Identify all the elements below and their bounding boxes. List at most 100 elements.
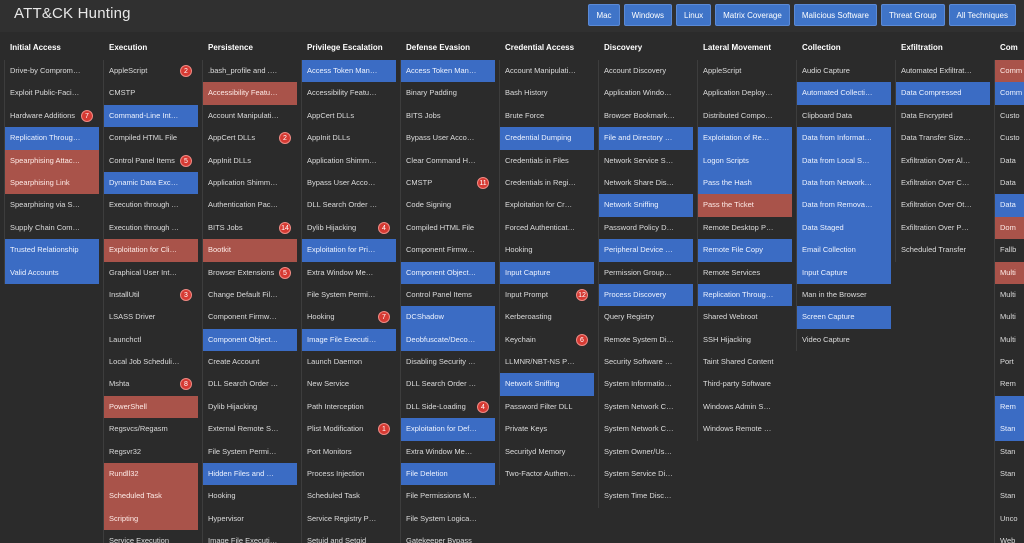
- technique-cell[interactable]: Data: [995, 194, 1024, 217]
- technique-cell[interactable]: Valid Accounts: [5, 261, 99, 284]
- technique-cell[interactable]: Drive-by Compromise: [5, 60, 99, 82]
- technique-cell[interactable]: Windows Remote Mana...: [698, 418, 792, 440]
- technique-cell[interactable]: Compiled HTML File: [401, 217, 495, 239]
- technique-cell[interactable]: BITS Jobs: [401, 105, 495, 127]
- technique-cell[interactable]: Command-Line Interface: [104, 104, 198, 128]
- technique-cell[interactable]: System Network Conne...: [599, 418, 693, 440]
- technique-cell[interactable]: Extra Window Memory I...: [302, 262, 396, 284]
- technique-cell[interactable]: Exploitation of Remote ...: [698, 127, 792, 150]
- technique-cell[interactable]: Multi: [995, 329, 1024, 351]
- technique-cell[interactable]: Create Account: [203, 351, 297, 373]
- technique-cell[interactable]: Image File Execution Op...: [203, 530, 297, 543]
- technique-cell[interactable]: Account Manipulation: [203, 105, 297, 127]
- technique-cell[interactable]: Launchctl: [104, 329, 198, 351]
- technique-cell[interactable]: Gatekeeper Bypass: [401, 530, 495, 543]
- technique-cell[interactable]: Extra Window Memory I...: [401, 441, 495, 463]
- technique-cell[interactable]: LSASS Driver: [104, 306, 198, 328]
- technique-cell[interactable]: InstallUtil 3: [104, 284, 198, 306]
- technique-cell[interactable]: Data from Removable M...: [797, 194, 891, 217]
- technique-cell[interactable]: Distributed Component ...: [698, 105, 792, 127]
- technique-cell[interactable]: Graphical User Interface: [104, 262, 198, 284]
- technique-cell[interactable]: Exploit Public-Facing Ap...: [5, 82, 99, 104]
- technique-cell[interactable]: BITS Jobs 14: [203, 217, 297, 239]
- technique-cell[interactable]: Trusted Relationship: [5, 239, 99, 262]
- technique-cell[interactable]: Spearphising via Service: [5, 194, 99, 216]
- technique-cell[interactable]: External Remote Services: [203, 418, 297, 440]
- technique-cell[interactable]: AppCert DLLs: [302, 105, 396, 127]
- technique-cell[interactable]: File Deletion: [401, 463, 495, 486]
- technique-cell[interactable]: Peripheral Device Discov...: [599, 239, 693, 262]
- technique-cell[interactable]: Input Capture: [500, 261, 594, 284]
- technique-cell[interactable]: Path Interception: [302, 396, 396, 418]
- technique-cell[interactable]: Pass the Ticket: [698, 194, 792, 217]
- technique-cell[interactable]: Multi: [995, 261, 1024, 284]
- technique-cell[interactable]: Deobfuscate/Decode Fil...: [401, 328, 495, 352]
- technique-cell[interactable]: Automated Collection: [797, 82, 891, 105]
- technique-cell[interactable]: Component Firmware: [203, 306, 297, 328]
- technique-cell[interactable]: Data from Network Shar...: [797, 171, 891, 195]
- technique-cell[interactable]: Accessibility Features: [302, 82, 396, 104]
- technique-cell[interactable]: Automated Exfiltration: [896, 60, 990, 82]
- technique-cell[interactable]: Data Compressed: [896, 82, 990, 105]
- technique-cell[interactable]: Rundll32: [104, 463, 198, 486]
- technique-cell[interactable]: Supply Chain Compromi...: [5, 217, 99, 239]
- technique-cell[interactable]: Forced Authentication: [500, 217, 594, 239]
- technique-cell[interactable]: DLL Search Order Hijack...: [203, 373, 297, 395]
- technique-cell[interactable]: Process Injection: [302, 463, 396, 485]
- technique-cell[interactable]: Security Software Disco...: [599, 351, 693, 373]
- technique-cell[interactable]: Permission Groups Disc...: [599, 262, 693, 284]
- technique-cell[interactable]: Network Sniffing: [599, 194, 693, 217]
- threat-group-button[interactable]: Threat Group: [880, 4, 945, 26]
- technique-cell[interactable]: DLL Search Order Hijack...: [401, 373, 495, 395]
- technique-cell[interactable]: Data from Local System: [797, 149, 891, 172]
- technique-cell[interactable]: Password Policy Discov...: [599, 217, 693, 239]
- technique-cell[interactable]: Password Filter DLL: [500, 396, 594, 418]
- technique-cell[interactable]: Private Keys: [500, 418, 594, 440]
- technique-cell[interactable]: System Service Discovery: [599, 463, 693, 485]
- technique-cell[interactable]: Control Panel Items: [401, 284, 495, 306]
- technique-cell[interactable]: Bash History: [500, 82, 594, 104]
- technique-cell[interactable]: Exploitation for Privilege...: [302, 239, 396, 262]
- technique-cell[interactable]: Man in the Browser: [797, 284, 891, 306]
- technique-cell[interactable]: Browser Extensions 5: [203, 262, 297, 284]
- technique-cell[interactable]: Hooking: [500, 239, 594, 261]
- technique-cell[interactable]: Port Monitors: [302, 441, 396, 463]
- technique-cell[interactable]: Credentials in Files: [500, 150, 594, 172]
- technique-cell[interactable]: Exploitation for Credenti...: [500, 194, 594, 216]
- technique-cell[interactable]: File System Logical Offs...: [401, 508, 495, 530]
- technique-cell[interactable]: Compiled HTML File: [104, 127, 198, 149]
- technique-cell[interactable]: Dylib Hijacking: [203, 396, 297, 418]
- technique-cell[interactable]: Credentials in Registry: [500, 172, 594, 194]
- technique-cell[interactable]: Shared Webroot: [698, 306, 792, 328]
- technique-cell[interactable]: Hardware Additions 7: [5, 105, 99, 127]
- technique-cell[interactable]: Pass the Hash: [698, 171, 792, 195]
- technique-cell[interactable]: Binary Padding: [401, 82, 495, 104]
- technique-cell[interactable]: Network Sniffing: [500, 373, 594, 396]
- technique-cell[interactable]: Control Panel Items 5: [104, 150, 198, 172]
- technique-cell[interactable]: Keychain 6: [500, 329, 594, 351]
- technique-cell[interactable]: Application Shimming: [203, 172, 297, 194]
- technique-cell[interactable]: Change Default File Ass...: [203, 284, 297, 306]
- technique-cell[interactable]: Hypervisor: [203, 508, 297, 530]
- technique-cell[interactable]: New Service: [302, 373, 396, 395]
- technique-cell[interactable]: Spearphising Link: [5, 171, 99, 195]
- technique-cell[interactable]: Regsvr32: [104, 441, 198, 463]
- technique-cell[interactable]: Application Window Dis...: [599, 82, 693, 104]
- technique-cell[interactable]: Data: [995, 150, 1024, 172]
- technique-cell[interactable]: Disabling Security Tools: [401, 351, 495, 373]
- technique-cell[interactable]: System Time Discovery: [599, 485, 693, 507]
- technique-cell[interactable]: Network Share Discovery: [599, 172, 693, 194]
- technique-cell[interactable]: Taint Shared Content: [698, 351, 792, 373]
- technique-cell[interactable]: Stan: [995, 418, 1024, 441]
- technique-cell[interactable]: Bypass User Account C...: [302, 172, 396, 194]
- technique-cell[interactable]: Component Object Mod...: [401, 261, 495, 284]
- technique-cell[interactable]: Scheduled Task: [104, 485, 198, 508]
- technique-cell[interactable]: Mshta 8: [104, 373, 198, 395]
- technique-cell[interactable]: LLMNR/NBT-NS Poisoni...: [500, 351, 594, 373]
- technique-cell[interactable]: CMSTP: [104, 82, 198, 104]
- technique-cell[interactable]: Audio Capture: [797, 60, 891, 82]
- technique-cell[interactable]: Web: [995, 530, 1024, 543]
- technique-cell[interactable]: Replication Through Re...: [5, 127, 99, 150]
- technique-cell[interactable]: Replication Through Re...: [698, 283, 792, 307]
- technique-cell[interactable]: Data: [995, 172, 1024, 194]
